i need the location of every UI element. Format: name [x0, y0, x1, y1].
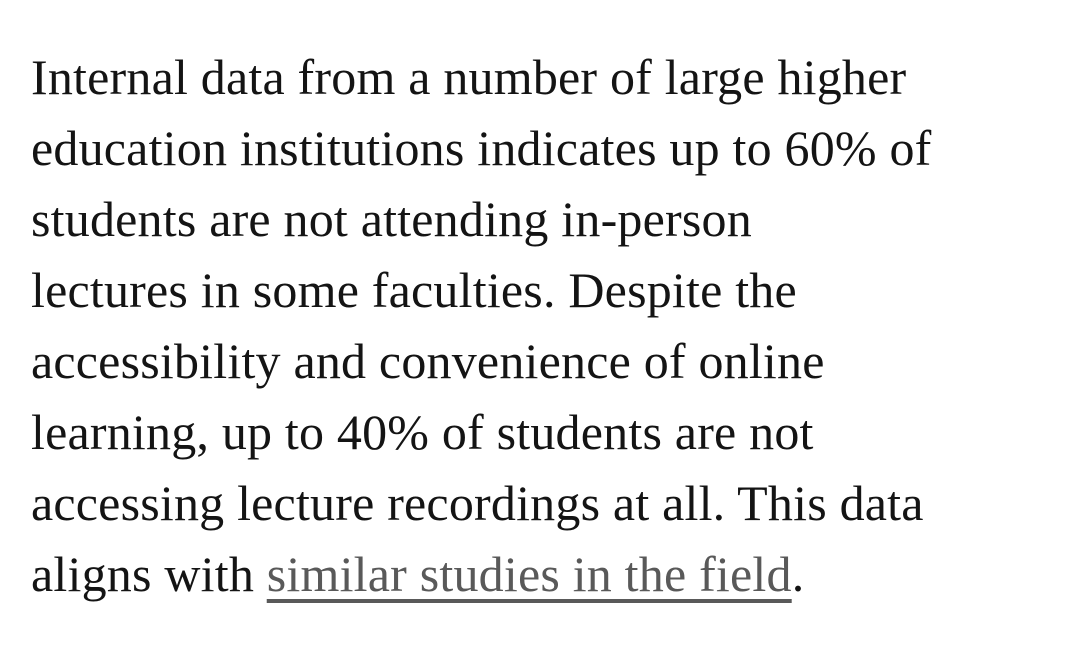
- text-line-3: students are not attending in-person: [31, 191, 752, 247]
- text-line-5: accessibility and convenience of online: [31, 333, 825, 389]
- last-line-suffix: .: [791, 546, 805, 602]
- text-line-4: lectures in some faculties. Despite the: [31, 262, 797, 318]
- paragraph: Internal data from a number of large hig…: [31, 49, 1060, 610]
- last-line-prefix: aligns with: [31, 546, 267, 602]
- text-line-1: Internal data from a number of large hig…: [31, 49, 907, 105]
- text-line-2: education institutions indicates up to 6…: [31, 120, 932, 176]
- text-line-7: accessing lecture recordings at all. Thi…: [31, 475, 924, 531]
- similar-studies-link[interactable]: similar studies in the field: [266, 546, 792, 602]
- text-line-8: aligns with similar studies in the field…: [31, 539, 1060, 610]
- text-line-6: learning, up to 40% of students are not: [31, 404, 814, 460]
